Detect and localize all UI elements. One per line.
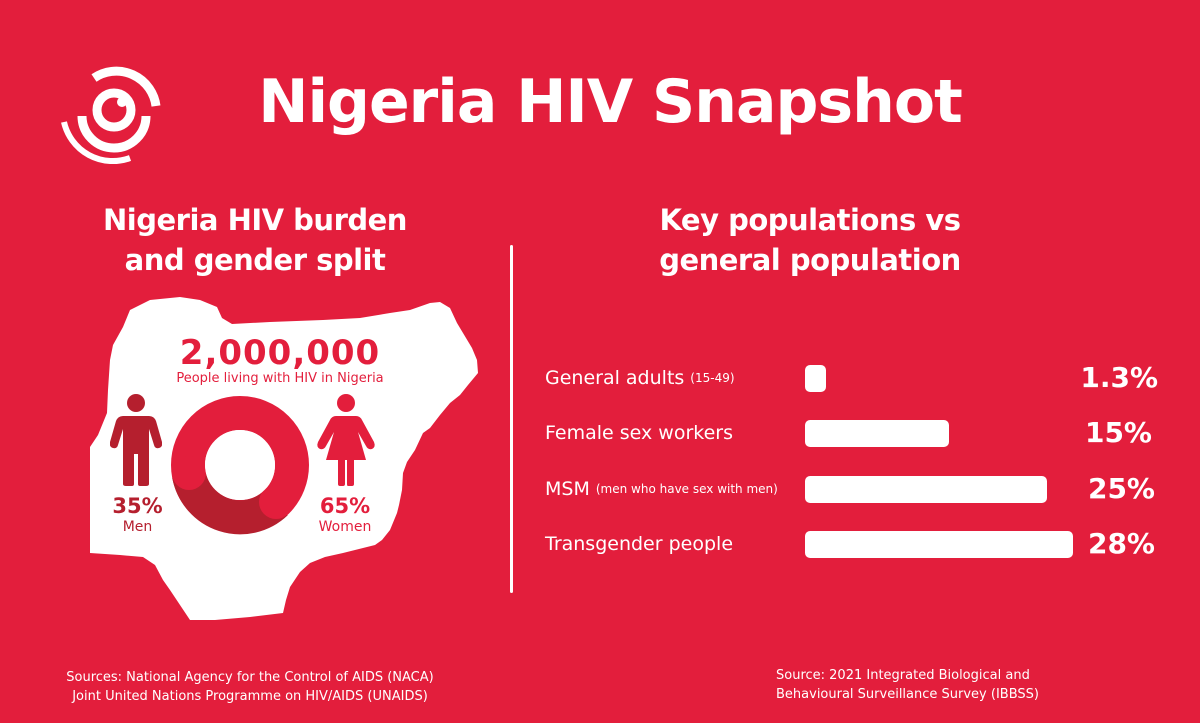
source-right-line1: Source: 2021 Integrated Biological and <box>776 668 1030 683</box>
bar-row-female-sex-workers: Female sex workers 15% <box>545 416 1165 449</box>
gender-split-heading-line2: and gender split <box>124 243 386 277</box>
bar-value: 1.3% <box>1080 361 1158 394</box>
source-right-line2: Behavioural Surveillance Survey (IBBSS) <box>776 687 1039 702</box>
eye-swirl-logo-icon <box>61 66 161 165</box>
key-populations-heading-line2: general population <box>659 243 961 277</box>
bar <box>805 476 1047 503</box>
bar-row-general-adults: General adults (15-49) 1.3% <box>545 361 1165 394</box>
bar-label: Transgender people <box>545 533 734 555</box>
source-left: Sources: National Agency for the Control… <box>40 668 460 706</box>
bar-label: MSM (men who have sex with men) <box>545 478 778 500</box>
bar-value: 28% <box>1087 527 1155 560</box>
page-title: Nigeria HIV Snapshot <box>258 67 963 137</box>
total-plhiv-number: 2,000,000 <box>179 333 381 373</box>
bar <box>805 531 1073 558</box>
bar <box>805 420 949 447</box>
key-populations-heading: Key populations vs general population <box>600 200 1020 280</box>
total-plhiv-caption: People living with HIV in Nigeria <box>176 371 384 386</box>
source-right: Source: 2021 Integrated Biological and B… <box>776 666 1116 704</box>
woman-icon <box>317 394 375 486</box>
bar <box>805 365 826 392</box>
section-divider <box>510 245 513 593</box>
gender-split-heading-line1: Nigeria HIV burden <box>103 203 407 237</box>
bar-row-msm: MSM (men who have sex with men) 25% <box>545 472 1165 505</box>
source-left-line2: Joint United Nations Programme on HIV/AI… <box>72 689 428 704</box>
women-label: Women <box>318 519 372 535</box>
key-populations-heading-line1: Key populations vs <box>659 203 961 237</box>
men-percentage: 35% <box>112 494 163 518</box>
man-icon <box>110 394 162 486</box>
bar-label: Female sex workers <box>545 422 733 444</box>
bar-label: General adults (15-49) <box>545 367 735 389</box>
gender-donut-chart <box>171 396 309 535</box>
source-left-line1: Sources: National Agency for the Control… <box>66 670 434 685</box>
men-label: Men <box>122 519 153 535</box>
women-percentage: 65% <box>319 494 371 518</box>
bar-value: 15% <box>1084 416 1152 449</box>
gender-split-heading: Nigeria HIV burden and gender split <box>60 200 450 280</box>
bar-value: 25% <box>1087 472 1155 505</box>
bar-row-transgender-people: Transgender people 28% <box>545 527 1165 560</box>
